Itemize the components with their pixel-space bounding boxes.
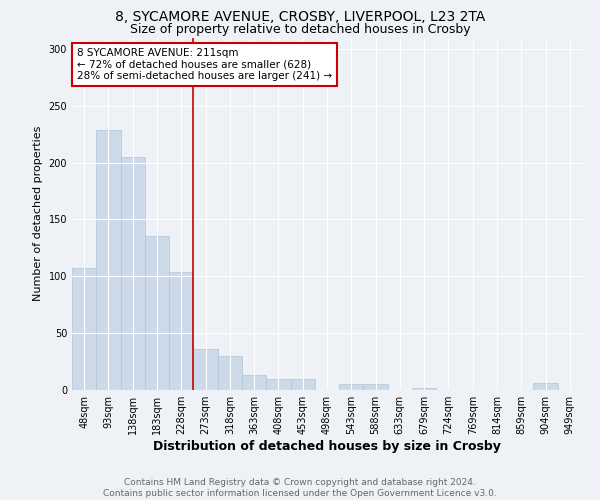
Bar [72,268,96,390]
Bar [339,384,364,390]
Bar [145,236,169,390]
Text: 8, SYCAMORE AVENUE, CROSBY, LIVERPOOL, L23 2TA: 8, SYCAMORE AVENUE, CROSBY, LIVERPOOL, L… [115,10,485,24]
Bar [290,378,315,390]
X-axis label: Distribution of detached houses by size in Crosby: Distribution of detached houses by size … [153,440,501,453]
Bar [533,383,558,390]
Bar [364,384,388,390]
Bar [121,157,145,390]
Bar [169,272,193,390]
Bar [242,375,266,390]
Bar [266,378,290,390]
Y-axis label: Number of detached properties: Number of detached properties [33,126,43,302]
Text: Size of property relative to detached houses in Crosby: Size of property relative to detached ho… [130,22,470,36]
Bar [193,349,218,390]
Text: Contains HM Land Registry data © Crown copyright and database right 2024.
Contai: Contains HM Land Registry data © Crown c… [103,478,497,498]
Text: 8 SYCAMORE AVENUE: 211sqm
← 72% of detached houses are smaller (628)
28% of semi: 8 SYCAMORE AVENUE: 211sqm ← 72% of detac… [77,48,332,82]
Bar [96,130,121,390]
Bar [218,356,242,390]
Bar [412,388,436,390]
